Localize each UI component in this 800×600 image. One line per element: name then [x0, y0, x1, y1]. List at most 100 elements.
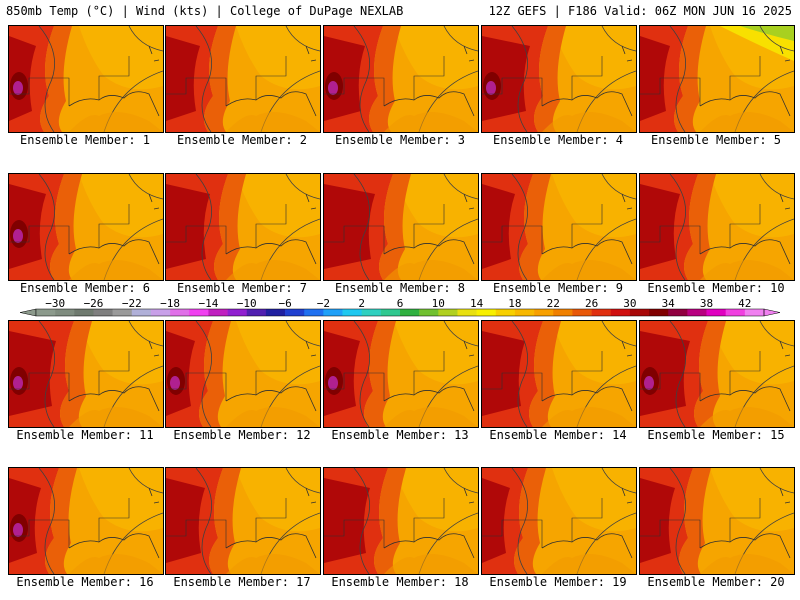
ensemble-member-map: [165, 25, 321, 133]
colorbar-swatch: [285, 309, 305, 316]
colorbar-swatch: [93, 309, 113, 316]
colorbar-swatch: [227, 309, 248, 316]
ensemble-member-map: [639, 25, 795, 133]
colorbar-tick-label: 6: [397, 299, 404, 310]
colorbar-tick-label: 34: [662, 299, 676, 310]
colorbar-swatch: [706, 309, 726, 316]
colorbar-swatch: [649, 309, 669, 316]
ensemble-member-label: Ensemble Member: 15: [647, 428, 785, 442]
colorbar-min-arrow: [19, 308, 37, 317]
colorbar-swatch: [591, 309, 612, 316]
colorbar-tick-label: 18: [508, 299, 521, 310]
colorbar-tick-label: 10: [432, 299, 445, 310]
colorbar-tick-label: 42: [738, 299, 751, 310]
ensemble-member-map: [323, 173, 479, 281]
colorbar-swatch: [208, 309, 228, 316]
ensemble-member-label: Ensemble Member: 12: [173, 428, 311, 442]
ensemble-member-label: Ensemble Member: 8: [334, 281, 466, 295]
ensemble-member-label: Ensemble Member: 16: [16, 575, 154, 589]
colorbar-swatch: [304, 309, 324, 316]
colorbar-swatch: [74, 309, 94, 316]
colorbar-tick-label: −10: [237, 299, 257, 310]
ensemble-member-label: Ensemble Member: 4: [492, 133, 624, 147]
ensemble-member-map: [323, 320, 479, 428]
colorbar-swatch: [189, 309, 209, 316]
colorbar-tick-label: 2: [358, 299, 365, 310]
ensemble-member-map: [481, 320, 637, 428]
colorbar-swatch: [457, 309, 477, 316]
ensemble-member-label: Ensemble Member: 6: [19, 281, 151, 295]
colorbar-tick-label: −6: [278, 299, 291, 310]
colorbar-swatch: [36, 309, 56, 316]
ensemble-member-map: [8, 320, 164, 428]
colorbar-tick-label: 22: [547, 299, 560, 310]
colorbar-tick-label: 14: [470, 299, 484, 310]
colorbar-swatch: [150, 309, 171, 316]
colorbar-swatch: [438, 309, 458, 316]
colorbar-swatch: [534, 309, 554, 316]
ensemble-member-map: [8, 173, 164, 281]
ensemble-member-label: Ensemble Member: 17: [173, 575, 311, 589]
ensemble-member-label: Ensemble Member: 20: [647, 575, 785, 589]
ensemble-member-label: Ensemble Member: 1: [19, 133, 151, 147]
colorbar-swatch: [725, 309, 746, 316]
colorbar-swatch: [668, 309, 688, 316]
ensemble-member-label: Ensemble Member: 7: [176, 281, 308, 295]
colorbar-swatch: [265, 309, 286, 316]
map-title: 850mb Temp (°C) | Wind (kts) | College o…: [6, 4, 404, 18]
ensemble-member-label: Ensemble Member: 19: [489, 575, 627, 589]
ensemble-member-label: Ensemble Member: 2: [176, 133, 308, 147]
ensemble-member-label: Ensemble Member: 5: [650, 133, 782, 147]
colorbar-max-arrow: [763, 308, 781, 317]
colorbar-swatch: [610, 309, 631, 316]
ensemble-member-map: [323, 467, 479, 575]
colorbar-tick-label: −26: [84, 299, 104, 310]
colorbar-swatch: [380, 309, 401, 316]
colorbar-tick-label: 26: [585, 299, 598, 310]
ensemble-member-label: Ensemble Member: 10: [647, 281, 785, 295]
colorbar-swatch: [629, 309, 650, 316]
ensemble-member-label: Ensemble Member: 9: [492, 281, 624, 295]
temperature-colorbar: −30 −26 −22 −18 −14 −10 −6 −2 2 6 10 14 18 22 26 30 34 38…: [19, 299, 781, 317]
colorbar-swatch: [495, 309, 516, 316]
run-valid-time: 12Z GEFS | F186 Valid: 06Z MON JUN 16 20…: [488, 4, 792, 18]
ensemble-member-map: [165, 467, 321, 575]
colorbar-swatch: [419, 309, 439, 316]
colorbar-tick-label: −14: [198, 299, 218, 310]
ensemble-member-map: [481, 467, 637, 575]
ensemble-member-map: [481, 173, 637, 281]
colorbar-swatch: [553, 309, 573, 316]
ensemble-member-map: [639, 173, 795, 281]
colorbar-swatch: [246, 309, 267, 316]
ensemble-member-map: [639, 320, 795, 428]
colorbar-swatch: [687, 309, 707, 316]
colorbar-swatch: [361, 309, 382, 316]
colorbar-swatch: [744, 309, 765, 316]
ensemble-member-map: [165, 173, 321, 281]
colorbar-swatch: [131, 309, 152, 316]
ensemble-member-map: [639, 467, 795, 575]
colorbar-tick-label: −22: [122, 299, 142, 310]
colorbar-swatch: [342, 309, 362, 316]
ensemble-member-map: [481, 25, 637, 133]
ensemble-member-label: Ensemble Member: 14: [489, 428, 627, 442]
colorbar-swatch: [112, 309, 133, 316]
colorbar-swatch: [514, 309, 535, 316]
ensemble-member-label: Ensemble Member: 18: [331, 575, 469, 589]
colorbar-tick-label: 38: [700, 299, 713, 310]
colorbar-swatch: [572, 309, 592, 316]
ensemble-member-label: Ensemble Member: 11: [16, 428, 154, 442]
colorbar-swatch: [323, 309, 343, 316]
colorbar-swatch: [170, 309, 190, 316]
colorbar-swatch: [476, 309, 497, 316]
colorbar-tick-label: −30: [45, 299, 65, 310]
ensemble-member-map: [165, 320, 321, 428]
colorbar-tick-label: −18: [160, 299, 180, 310]
ensemble-member-map: [8, 467, 164, 575]
colorbar-tick-label: −2: [317, 299, 330, 310]
ensemble-member-map: [323, 25, 479, 133]
ensemble-member-map: [8, 25, 164, 133]
ensemble-member-label: Ensemble Member: 3: [334, 133, 466, 147]
colorbar-tick-label: 30: [623, 299, 636, 310]
ensemble-member-label: Ensemble Member: 13: [331, 428, 469, 442]
